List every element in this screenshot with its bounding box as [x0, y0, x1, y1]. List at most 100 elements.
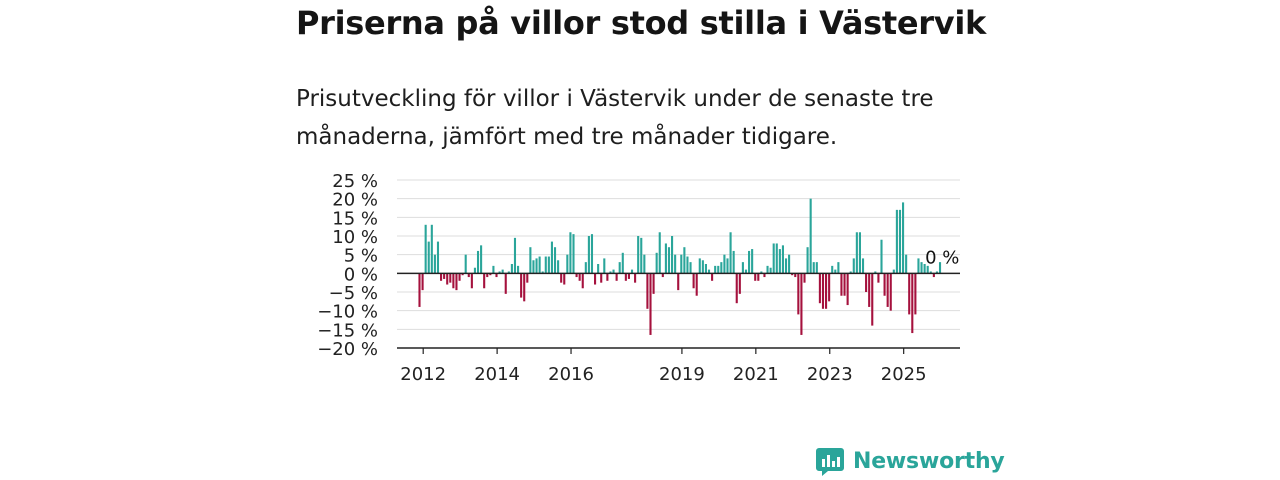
bar: [723, 254, 726, 274]
bar: [440, 273, 443, 281]
bar: [748, 250, 751, 274]
bar: [846, 273, 849, 306]
bar: [643, 254, 646, 274]
bar: [436, 241, 440, 274]
bar: [473, 267, 476, 274]
bar: [661, 273, 664, 278]
bar: [781, 245, 784, 274]
bar: [504, 273, 507, 294]
y-tick-label: −10 %: [317, 302, 378, 323]
bar: [483, 273, 486, 289]
bar: [686, 256, 689, 274]
bar: [732, 250, 735, 274]
bar: [828, 273, 831, 302]
bar: [812, 262, 815, 274]
bar: [865, 273, 868, 292]
bar: [507, 271, 510, 274]
bar: [467, 273, 470, 278]
bar: [707, 269, 711, 274]
bar: [538, 256, 541, 274]
bar: [711, 273, 714, 281]
bar: [920, 262, 923, 274]
bar: [880, 239, 883, 274]
bar: [695, 273, 698, 296]
bar: [615, 273, 618, 281]
bar: [520, 273, 523, 298]
x-tick-label: 2012: [400, 364, 446, 385]
bar: [584, 262, 587, 274]
bar: [791, 273, 794, 276]
bar: [569, 232, 572, 274]
bar: [664, 243, 667, 274]
bar: [535, 258, 538, 274]
bar: [831, 265, 834, 274]
bar: [929, 271, 932, 274]
bar: [837, 262, 840, 274]
bar: [560, 273, 563, 283]
bar: [797, 273, 800, 315]
y-tick-label: 15 %: [332, 208, 378, 229]
bar: [597, 264, 600, 274]
bar: [744, 269, 748, 274]
bar: [935, 271, 938, 274]
x-tick-label: 2014: [474, 364, 520, 385]
bar: [794, 273, 797, 278]
y-tick-label: 25 %: [332, 171, 378, 192]
bar: [911, 273, 914, 334]
bar: [692, 273, 695, 289]
bar: [852, 258, 855, 274]
bar: [683, 247, 686, 274]
bar: [523, 273, 526, 302]
bar: [446, 273, 449, 285]
bar: [526, 273, 529, 283]
bar: [674, 254, 677, 274]
brand-logo: Newsworthy: [816, 446, 1005, 476]
bar: [883, 273, 886, 296]
bar: [889, 273, 892, 311]
bar: [578, 273, 581, 281]
bar: [714, 265, 717, 274]
x-tick-label: 2023: [807, 364, 853, 385]
bar: [427, 241, 430, 274]
bar: [788, 254, 791, 274]
bar: [637, 236, 640, 274]
bar: [553, 247, 557, 274]
bar: [902, 202, 905, 274]
chart-subtitle: Prisutveckling för villor i Västervik un…: [296, 86, 934, 150]
bar: [424, 224, 427, 274]
bar: [778, 249, 781, 274]
bar: [476, 250, 480, 274]
bar: [886, 273, 889, 307]
y-tick-label: 0 %: [344, 264, 378, 285]
bar: [855, 232, 858, 274]
bar: [849, 271, 852, 274]
bar: [917, 258, 920, 274]
bar: [627, 273, 630, 279]
bar: [541, 271, 544, 274]
y-tick-label: 5 %: [344, 246, 378, 267]
y-tick-label: 20 %: [332, 190, 378, 211]
bar: [603, 258, 606, 274]
bar: [738, 273, 741, 294]
bar: [704, 264, 707, 274]
bar: [464, 254, 467, 274]
bar: [667, 247, 671, 274]
y-tick-label: −20 %: [317, 339, 378, 360]
bar: [868, 273, 871, 307]
bar: [566, 254, 569, 274]
bar: [557, 260, 560, 274]
bar: [501, 269, 504, 274]
bar: [498, 271, 501, 274]
bar: [587, 236, 590, 274]
y-tick-label: −5 %: [329, 283, 378, 304]
bar: [905, 254, 908, 274]
bar: [655, 252, 658, 274]
bar: [717, 265, 720, 274]
bar: [517, 265, 520, 274]
bar: [861, 258, 865, 274]
bar: [600, 273, 603, 283]
bar: [923, 264, 926, 274]
bar: [698, 258, 701, 274]
bar: [492, 265, 495, 274]
